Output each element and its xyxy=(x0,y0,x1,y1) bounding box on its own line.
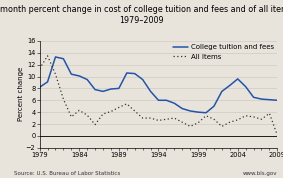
College tuition and fees xyxy=(125,72,128,74)
Text: www.bls.gov: www.bls.gov xyxy=(243,171,277,176)
College tuition and fees xyxy=(188,110,192,112)
College tuition and fees xyxy=(204,112,208,114)
All Items xyxy=(117,106,121,108)
College tuition and fees xyxy=(268,99,271,101)
All Items xyxy=(109,111,113,113)
College tuition and fees xyxy=(157,99,160,101)
All Items xyxy=(62,98,65,100)
All Items xyxy=(38,68,41,70)
All Items xyxy=(70,116,73,118)
All Items xyxy=(54,73,57,75)
College tuition and fees xyxy=(141,78,144,81)
All Items xyxy=(133,110,136,112)
All Items xyxy=(125,103,128,105)
All Items xyxy=(165,118,168,120)
All Items xyxy=(93,124,97,126)
All Items xyxy=(85,114,89,116)
College tuition and fees xyxy=(173,102,176,104)
College tuition and fees xyxy=(54,56,57,58)
College tuition and fees xyxy=(85,78,89,81)
All Items xyxy=(173,117,176,119)
College tuition and fees xyxy=(260,98,263,100)
All Items xyxy=(220,125,224,127)
All Items xyxy=(228,121,231,123)
Line: All Items: All Items xyxy=(40,56,277,135)
College tuition and fees xyxy=(236,78,239,80)
College tuition and fees xyxy=(117,87,121,90)
College tuition and fees xyxy=(62,58,65,60)
College tuition and fees xyxy=(244,86,247,88)
College tuition and fees xyxy=(220,90,224,92)
College tuition and fees xyxy=(149,90,152,92)
All Items xyxy=(236,119,239,121)
Text: Source: U.S. Bureau of Labor Statistics: Source: U.S. Bureau of Labor Statistics xyxy=(14,171,120,176)
College tuition and fees xyxy=(212,105,216,107)
All Items xyxy=(196,122,200,124)
All Items xyxy=(204,115,208,117)
All Items xyxy=(78,109,81,111)
College tuition and fees xyxy=(109,88,113,90)
College tuition and fees xyxy=(276,99,279,101)
College tuition and fees xyxy=(46,81,49,83)
All Items xyxy=(188,125,192,127)
College tuition and fees xyxy=(165,99,168,101)
All Items xyxy=(157,119,160,122)
College tuition and fees xyxy=(252,96,255,98)
All Items xyxy=(149,117,152,119)
All Items xyxy=(141,117,144,119)
College tuition and fees xyxy=(181,108,184,110)
All Items xyxy=(46,55,49,57)
College tuition and fees xyxy=(196,111,200,113)
All Items xyxy=(260,118,263,120)
All Items xyxy=(268,112,271,114)
Line: College tuition and fees: College tuition and fees xyxy=(40,57,277,113)
All Items xyxy=(181,121,184,123)
All Items xyxy=(276,134,279,136)
Text: 12-month percent change in cost of college tuition and fees and of all items,
19: 12-month percent change in cost of colle… xyxy=(0,5,283,25)
College tuition and fees xyxy=(38,86,41,88)
College tuition and fees xyxy=(78,75,81,77)
All Items xyxy=(244,115,247,117)
All Items xyxy=(212,118,216,120)
College tuition and fees xyxy=(101,90,105,92)
All Items xyxy=(101,113,105,115)
All Items xyxy=(252,116,255,118)
Legend: College tuition and fees, All Items: College tuition and fees, All Items xyxy=(173,44,274,60)
Y-axis label: Percent change: Percent change xyxy=(18,67,24,121)
College tuition and fees xyxy=(70,73,73,75)
College tuition and fees xyxy=(133,72,136,75)
College tuition and fees xyxy=(228,84,231,87)
College tuition and fees xyxy=(93,88,97,91)
